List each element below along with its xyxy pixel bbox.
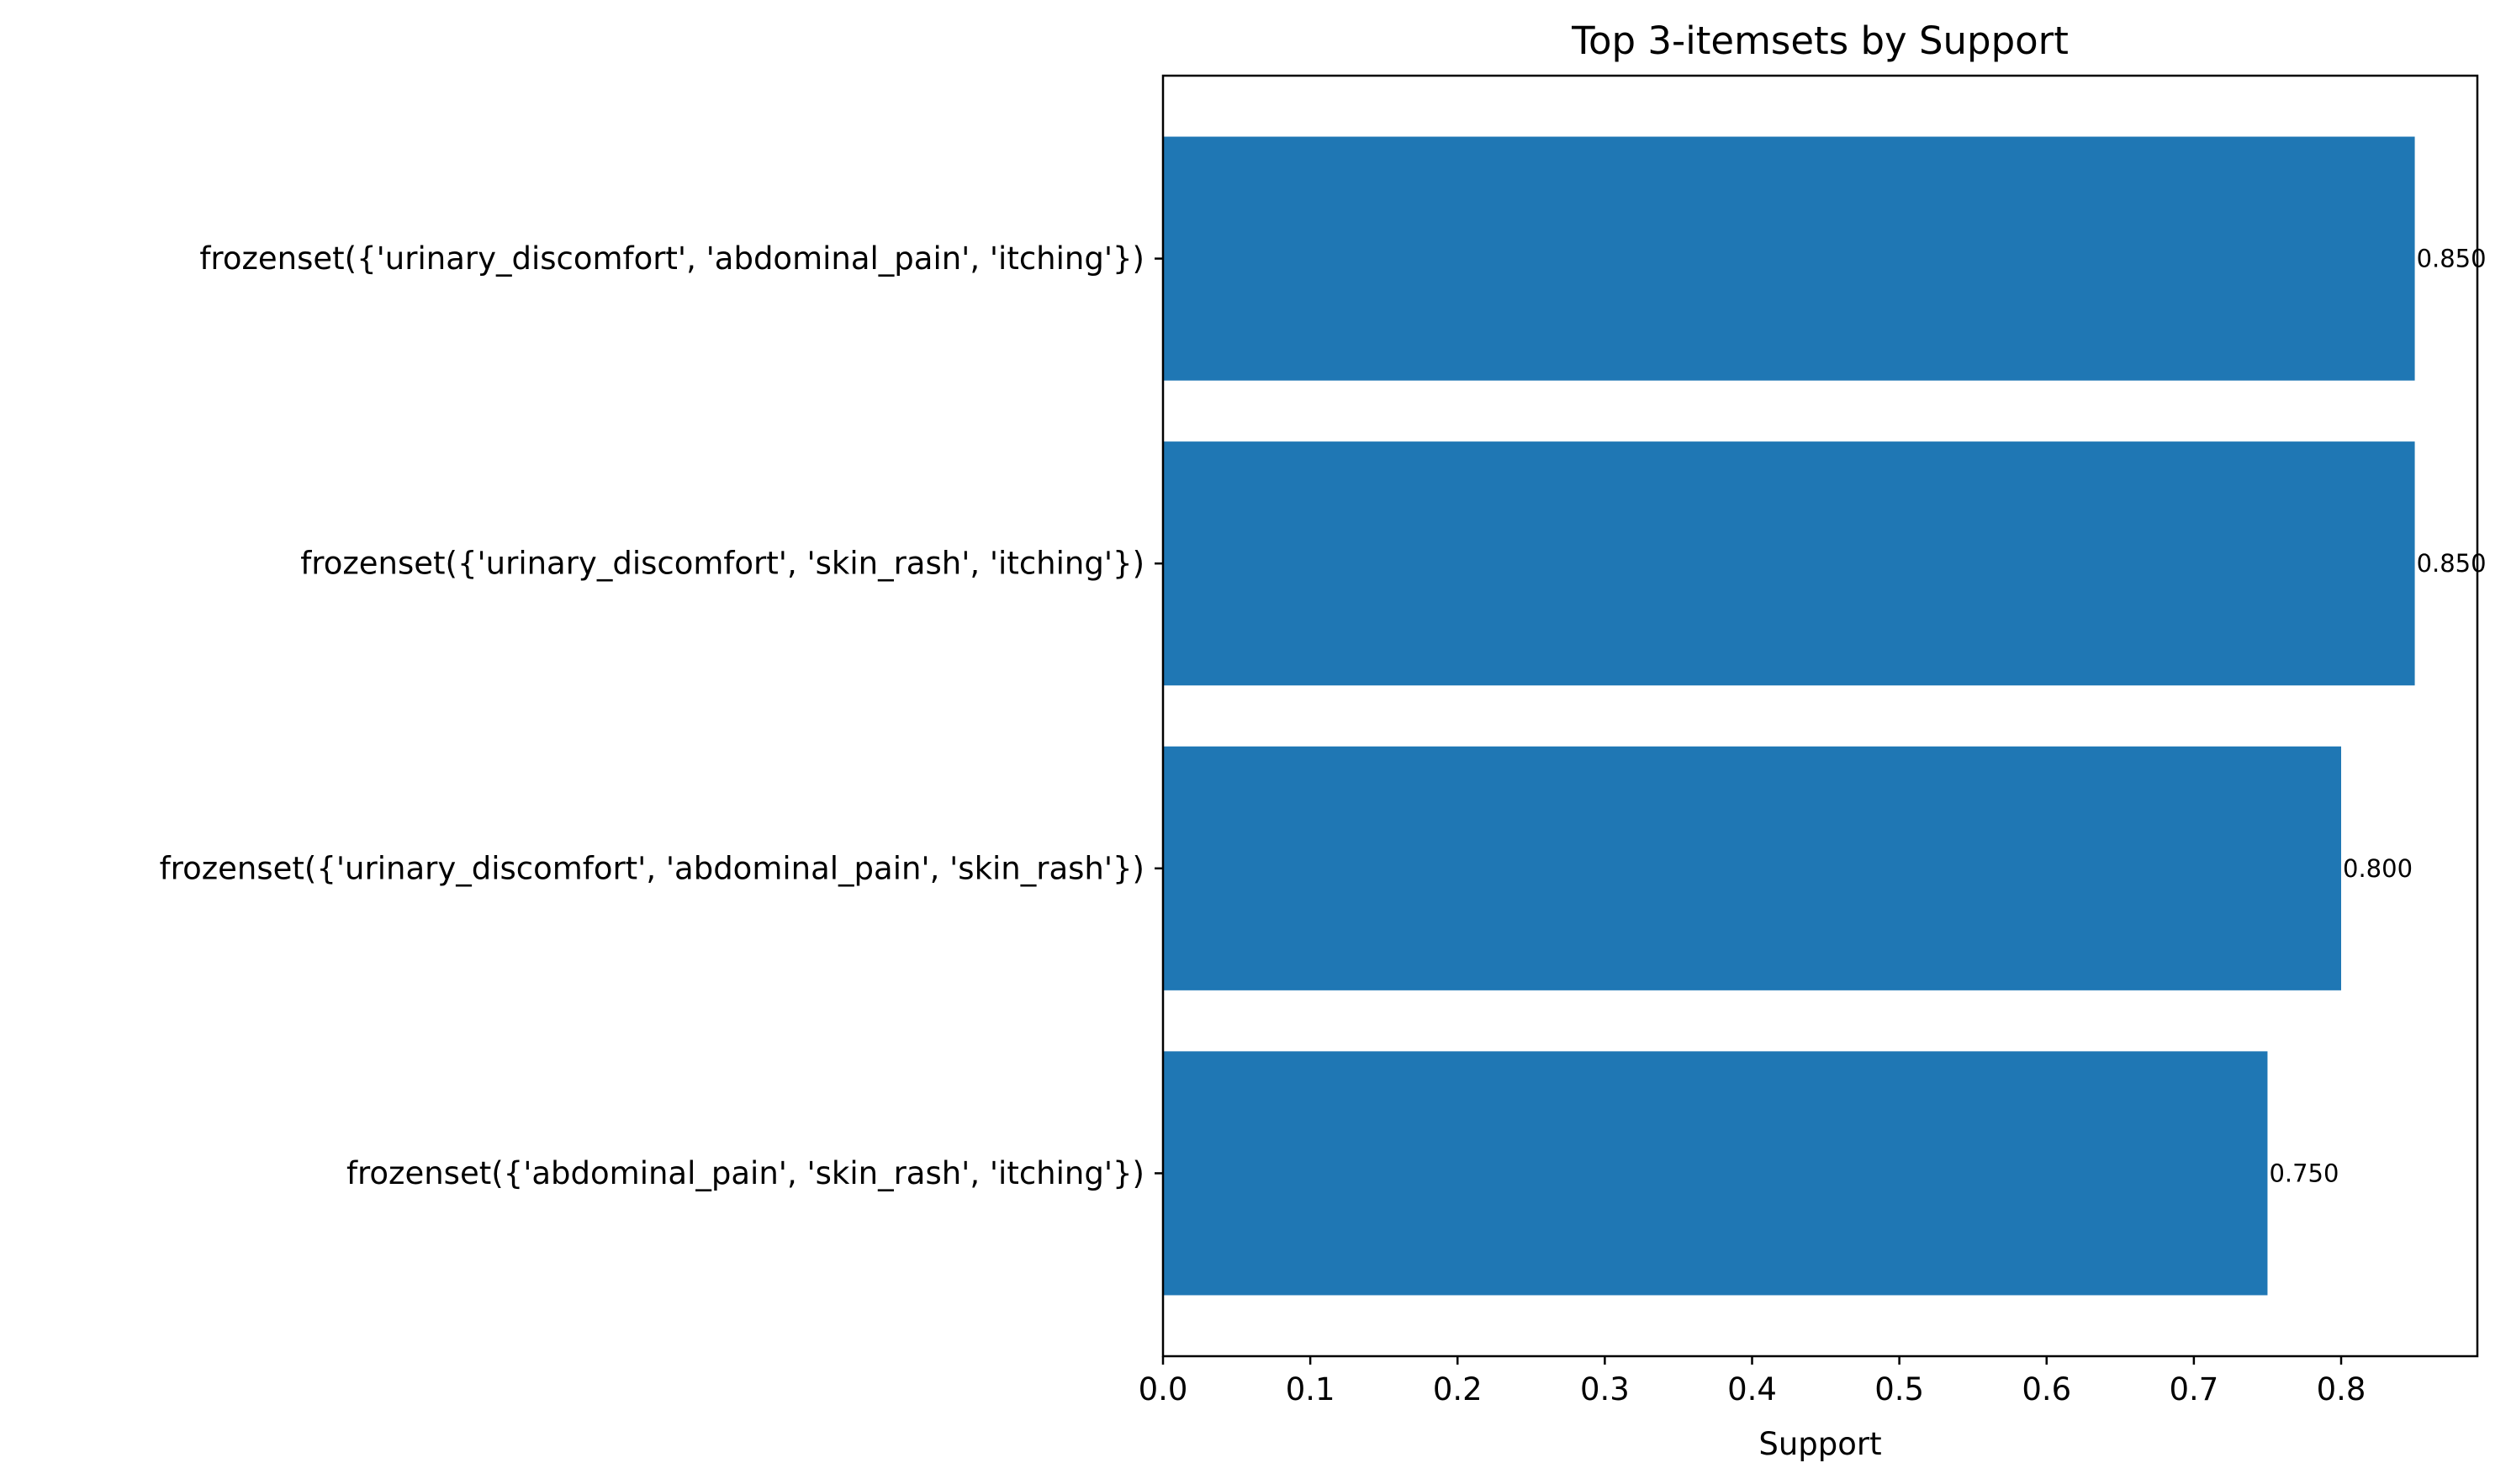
x-tick-label: 0.8 (2317, 1371, 2366, 1407)
x-tick-label: 0.7 (2169, 1371, 2218, 1407)
bar-value-label: 0.850 (2417, 245, 2487, 273)
x-tick-label: 0.1 (1286, 1371, 1335, 1407)
x-tick-label: 0.6 (2022, 1371, 2071, 1407)
bar (1163, 441, 2415, 686)
x-axis: 0.0 0.1 0.2 0.3 0.4 0.5 0.6 0.7 0.8 (1139, 1356, 2366, 1407)
x-tick-label: 0.3 (1580, 1371, 1630, 1407)
y-tick-label: frozenset({'abdominal_pain', 'skin_rash'… (346, 1155, 1144, 1191)
bar (1163, 1051, 2268, 1296)
y-tick-label: frozenset({'urinary_discomfort', 'abdomi… (199, 240, 1144, 277)
value-labels-layer: 0.850 0.850 0.800 0.750 (2269, 245, 2486, 1188)
bars-layer (1163, 136, 2415, 1296)
chart-title: Top 3-itemsets by Support (1571, 18, 2069, 63)
x-tick-label: 0.2 (1433, 1371, 1483, 1407)
y-tick-label: frozenset({'urinary_discomfort', 'skin_r… (300, 546, 1144, 582)
x-tick-label: 0.5 (1874, 1371, 1924, 1407)
x-axis-title: Support (1758, 1426, 1881, 1462)
bar-value-label: 0.850 (2417, 549, 2487, 578)
x-tick-label: 0.0 (1139, 1371, 1188, 1407)
y-tick-label: frozenset({'urinary_discomfort', 'abdomi… (160, 850, 1144, 886)
bar-value-label: 0.750 (2269, 1159, 2339, 1187)
bar-value-label: 0.800 (2343, 854, 2413, 883)
y-axis: frozenset({'urinary_discomfort', 'abdomi… (160, 240, 1163, 1191)
plot-frame (1161, 74, 2479, 1358)
x-tick-label: 0.4 (1727, 1371, 1777, 1407)
bar (1163, 136, 2415, 381)
bar (1163, 746, 2342, 990)
